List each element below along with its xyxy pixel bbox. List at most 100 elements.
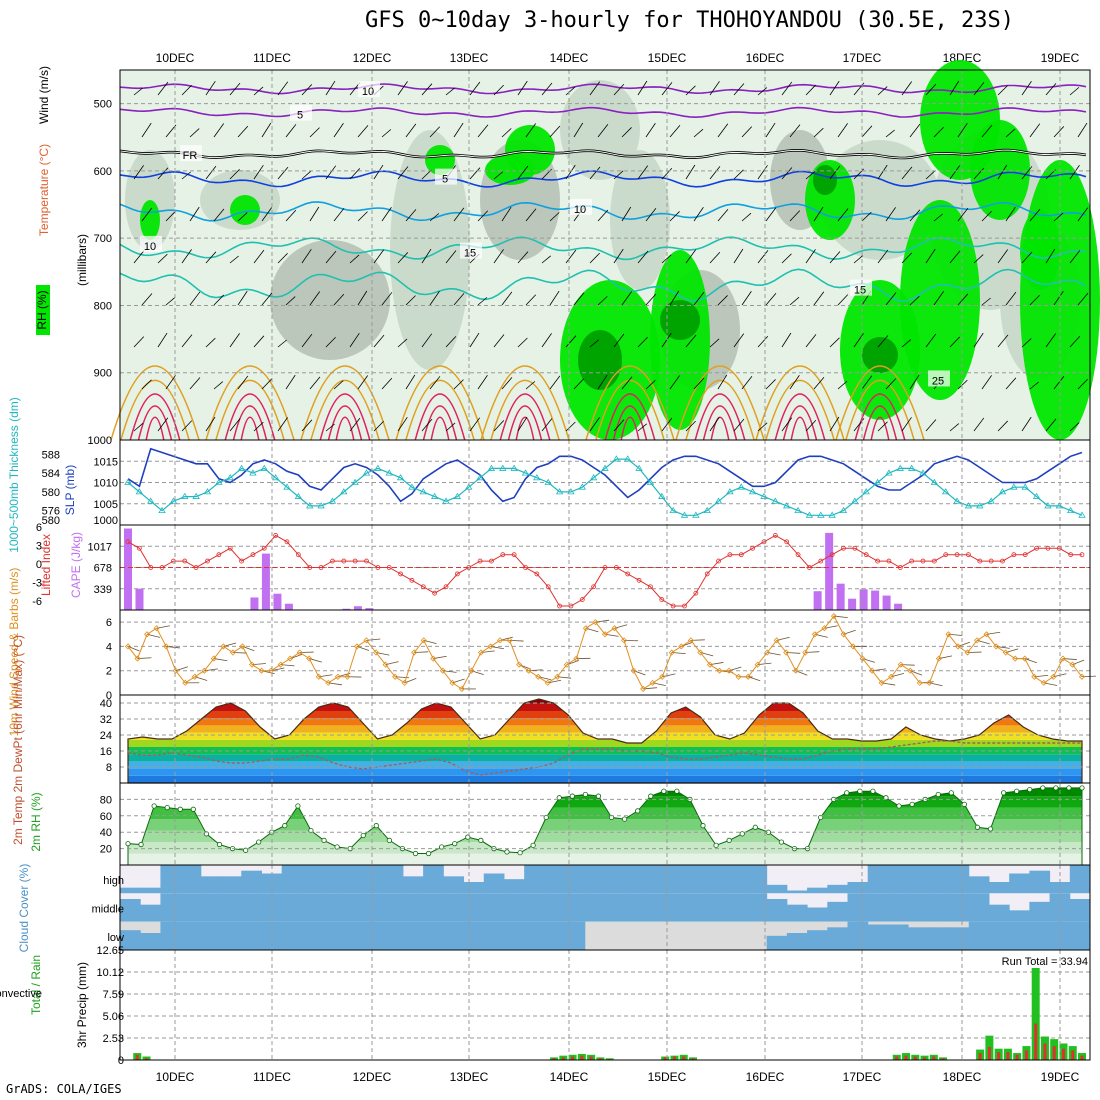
precip-convective-bar	[672, 1056, 676, 1060]
wind-barb	[189, 291, 201, 306]
wind-speed-point	[573, 655, 580, 662]
contour-dome	[620, 416, 640, 441]
thickness-tick: 576	[42, 506, 60, 518]
pressure-tick: 1000	[88, 435, 112, 447]
wind-barb	[525, 294, 537, 306]
cloud-cell	[786, 933, 808, 950]
precip-convective-bar	[589, 1056, 593, 1060]
contour-label-bg	[928, 370, 950, 387]
wind-barb	[877, 421, 888, 432]
rh-point	[608, 814, 615, 821]
cape-bar	[859, 589, 868, 610]
wind-speed-point	[363, 637, 370, 644]
contour-wind-5	[119, 106, 1087, 119]
legend-wind: Wind (m/s)	[37, 66, 51, 124]
cloud-cell	[402, 893, 424, 922]
pressure-tick: 500	[94, 99, 112, 111]
rh-point	[125, 841, 131, 847]
cloud-cell	[342, 893, 363, 922]
wind-barb	[141, 122, 152, 138]
wind-barb	[837, 123, 848, 138]
temp-tick: 40	[100, 698, 112, 710]
rh-area	[813, 165, 837, 195]
wind-barb	[1005, 291, 1017, 306]
contour-dome	[300, 365, 390, 441]
cloud-cell	[483, 921, 505, 950]
thickness-point	[351, 478, 359, 485]
wind-speed-point	[668, 649, 675, 656]
temp-band	[128, 768, 1082, 776]
cloud-cell	[625, 893, 646, 922]
rh-area	[820, 140, 940, 260]
wind-barb	[1069, 165, 1080, 180]
wind-barb	[1045, 83, 1057, 96]
thickness-point	[306, 502, 314, 509]
wind-barb	[309, 291, 321, 306]
rh-point	[439, 844, 445, 850]
wind-barb	[877, 86, 888, 96]
wind-speed-point	[916, 679, 923, 686]
wind-barb	[333, 293, 345, 306]
cape-bar	[261, 553, 270, 610]
wind-speed-point	[716, 667, 723, 674]
thickness-point	[340, 488, 348, 495]
precip-convective-bar	[1043, 1043, 1047, 1060]
wind-barb	[549, 125, 561, 138]
thickness-point	[374, 464, 382, 471]
wind-barb	[229, 82, 241, 96]
rh-point	[412, 850, 419, 857]
rh-point	[243, 847, 249, 853]
date-label-bottom: 16DEC	[746, 1070, 785, 1084]
wind-barb	[661, 254, 672, 264]
precip-convective-bar	[145, 1058, 149, 1060]
wind-speed-point	[210, 655, 217, 662]
contour-label-bg	[180, 145, 202, 162]
cloud-cell	[908, 893, 929, 922]
wind-barb	[885, 129, 895, 138]
ylabel-millibars: (millibars)	[75, 234, 89, 286]
wind-speed-point	[191, 673, 198, 680]
cloud-cell	[281, 893, 303, 922]
wind-barb	[933, 291, 944, 306]
contour-label-bg	[290, 104, 312, 121]
rh-point	[452, 841, 458, 847]
cloud-cell	[221, 876, 242, 894]
lifted-index-point	[625, 571, 631, 577]
wind-barb	[765, 207, 777, 222]
rh-area	[610, 150, 670, 290]
thickness-point	[976, 502, 984, 509]
contour-dome	[595, 379, 665, 441]
wind-barb	[429, 126, 441, 138]
temp-tick: 16	[100, 746, 112, 758]
wind-barb	[549, 375, 561, 390]
wind-barb	[693, 291, 705, 306]
cloud-cell	[685, 865, 707, 894]
cloud-cell	[766, 935, 788, 950]
wind-speed-point	[516, 661, 523, 668]
wind-barb	[541, 82, 553, 96]
thickness-point	[783, 502, 791, 509]
cloud-cell	[463, 921, 485, 950]
wind-barb	[789, 124, 801, 138]
wind-speed-point	[878, 679, 885, 686]
lifted-index-point	[807, 565, 812, 570]
wind-barb	[789, 374, 800, 390]
wind-barb	[157, 332, 168, 348]
wind-barb	[565, 86, 576, 96]
contour-dome	[480, 365, 570, 441]
date-label-bottom: 12DEC	[353, 1070, 392, 1084]
wind-barb	[237, 212, 248, 222]
cloud-cell	[443, 893, 465, 922]
ylabel-precip: 3hr Precip (mm)	[75, 962, 89, 1048]
wind-speed-point	[601, 631, 609, 638]
wind-barb	[813, 206, 824, 222]
thickness-point	[328, 497, 337, 504]
cape-bar	[365, 608, 374, 610]
cloud-cell	[544, 893, 566, 922]
cloud-level-label: low	[107, 932, 124, 944]
lifted-index-point	[477, 558, 483, 564]
wind-speed-point	[258, 667, 265, 674]
wind-barb	[645, 207, 657, 222]
precip-convective-bar	[580, 1055, 584, 1060]
